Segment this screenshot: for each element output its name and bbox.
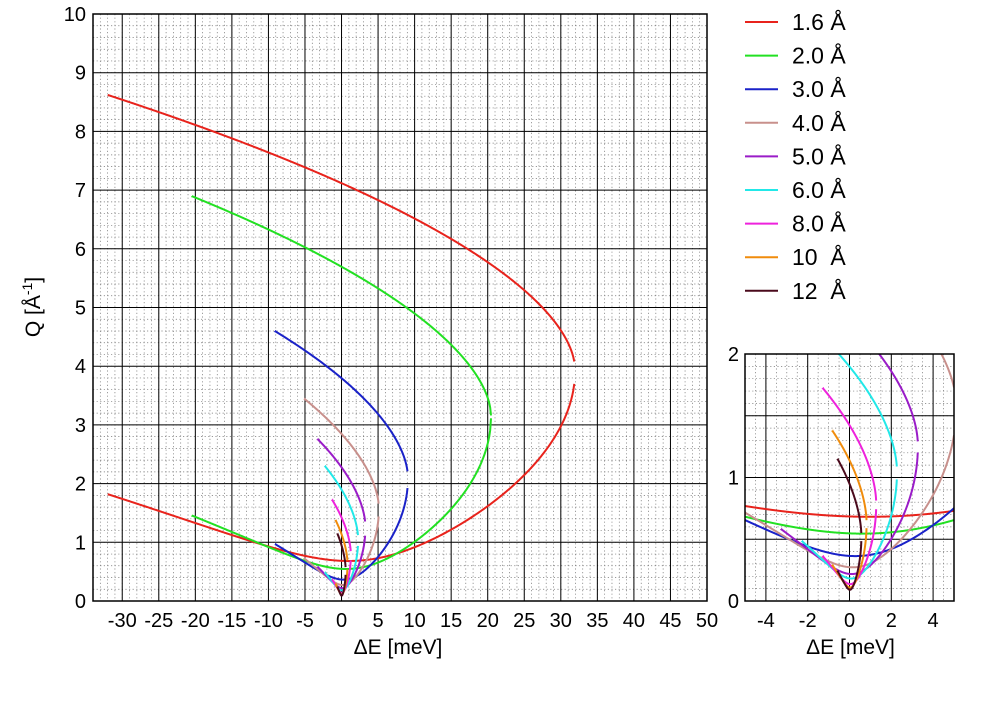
inset-x-tick-label: 4	[928, 610, 939, 632]
inset-x-tick-label: 0	[844, 610, 855, 632]
inset-curve-low-angle-0	[745, 505, 954, 518]
main-grid	[92, 13, 708, 602]
main-x-tick-label: -15	[217, 610, 246, 632]
main-x-tick-label: 40	[623, 610, 645, 632]
main-curve-high-angle-0	[107, 94, 576, 362]
legend: 1.6 Å 2.0 Å 3.0 Å 4.0 Å 5.0 Å 6.0 Å 8.0 Å 10 Å 1…	[745, 8, 846, 304]
main-x-tick-label: 25	[513, 610, 535, 632]
legend-label-3: 4.0 Å	[792, 109, 846, 136]
main-y-tick-label: 4	[75, 356, 86, 378]
legend-label-7: 10 Å	[792, 243, 846, 270]
inset-x-tick-label: 2	[886, 610, 897, 632]
main-x-tick-label: 35	[586, 610, 608, 632]
inset-axes: -4 -2 0 2 4 0 1 2 ΔE [meV]	[728, 344, 955, 659]
main-x-tick-label: -5	[296, 610, 314, 632]
inset-curves	[745, 74, 954, 591]
main-y-tick-label: 6	[75, 239, 86, 261]
main-y-tick-label: 1	[75, 532, 86, 554]
main-curve-low-angle-0	[107, 383, 576, 562]
main-y-tick-label: 10	[64, 4, 86, 26]
main-x-tick-label: 45	[659, 610, 681, 632]
inset-curve-high-angle-6	[821, 387, 878, 501]
main-x-tick-label: -20	[181, 610, 210, 632]
legend-label-5: 6.0 Å	[792, 176, 846, 203]
inset-y-tick-label: 0	[728, 591, 739, 613]
main-x-tick-label: 10	[403, 610, 425, 632]
main-y-axis-title: Q [Å-1]	[19, 277, 45, 337]
main-curves	[107, 94, 576, 597]
main-curve-high-angle-3	[303, 397, 380, 504]
legend-label-4: 5.0 Å	[792, 142, 846, 169]
legend-label-8: 12 Å	[792, 277, 846, 304]
inset-curve-high-angle-7	[831, 429, 868, 521]
y-axis-title-bracket: ]	[22, 277, 45, 283]
main-x-tick-label: 20	[477, 610, 499, 632]
inset-curve-low-angle-1	[745, 515, 954, 535]
main-frame	[92, 13, 708, 602]
main-x-tick-label: -10	[254, 610, 283, 632]
main-curve-high-angle-6	[331, 498, 352, 552]
main-x-tick-label: 30	[550, 610, 572, 632]
y-axis-title-superscript: -1	[19, 282, 35, 295]
inset-curve-high-angle-4	[877, 354, 919, 442]
main-curve-high-angle-5	[323, 465, 359, 536]
legend-label-6: 8.0 Å	[792, 210, 846, 237]
inset-x-tick-label: -4	[757, 610, 775, 632]
main-x-tick-label: 15	[440, 610, 462, 632]
main-curve-high-angle-7	[334, 519, 349, 561]
main-x-axis-title: ΔE [meV]	[354, 636, 443, 659]
main-y-tick-label: 5	[75, 298, 86, 320]
main-x-tick-label: 50	[696, 610, 718, 632]
main-y-tick-label: 2	[75, 474, 86, 496]
main-curve-low-angle-8	[336, 574, 347, 597]
main-y-tick-label: 0	[75, 591, 86, 613]
legend-label-1: 2.0 Å	[792, 42, 846, 69]
inset-curve-high-angle-5	[837, 354, 898, 467]
inset-curve-low-angle-8	[836, 541, 863, 591]
inset-x-tick-label: -2	[799, 610, 817, 632]
main-axes: -30 -25 -20 -15 -10 -5 0 5 10 15 20 25 30 35 40 45 50012…	[19, 4, 718, 659]
inset-y-tick-label: 2	[728, 344, 739, 366]
main-curve-high-angle-8	[336, 532, 347, 568]
main-curve-high-angle-4	[316, 438, 367, 522]
inset-curve-high-angle-2	[745, 74, 954, 208]
main-y-tick-label: 3	[75, 415, 86, 437]
main-curve-high-angle-1	[191, 195, 492, 416]
inset-x-axis-title: ΔE [meV]	[806, 636, 895, 659]
main-curve-low-angle-2	[274, 487, 409, 581]
main-x-tick-label: -25	[144, 610, 173, 632]
main-x-tick-label: 0	[336, 610, 347, 632]
inset-grid	[744, 353, 955, 602]
main-x-tick-label: -30	[108, 610, 137, 632]
inset-curve-low-angle-5	[801, 479, 898, 580]
main-y-tick-label: 7	[75, 180, 86, 202]
inset-curve-high-angle-8	[836, 458, 863, 534]
main-x-tick-label: 5	[373, 610, 384, 632]
legend-label-2: 3.0 Å	[792, 75, 846, 102]
main-y-tick-label: 9	[75, 63, 86, 85]
inset-frame	[744, 353, 955, 602]
main-curve-high-angle-2	[274, 330, 409, 472]
main-y-tick-label: 8	[75, 121, 86, 143]
y-axis-title-text: Q [Å	[22, 295, 45, 337]
main-curve-low-angle-1	[191, 418, 492, 570]
inset-y-tick-label: 1	[728, 468, 739, 490]
legend-label-0: 1.6 Å	[792, 8, 846, 35]
